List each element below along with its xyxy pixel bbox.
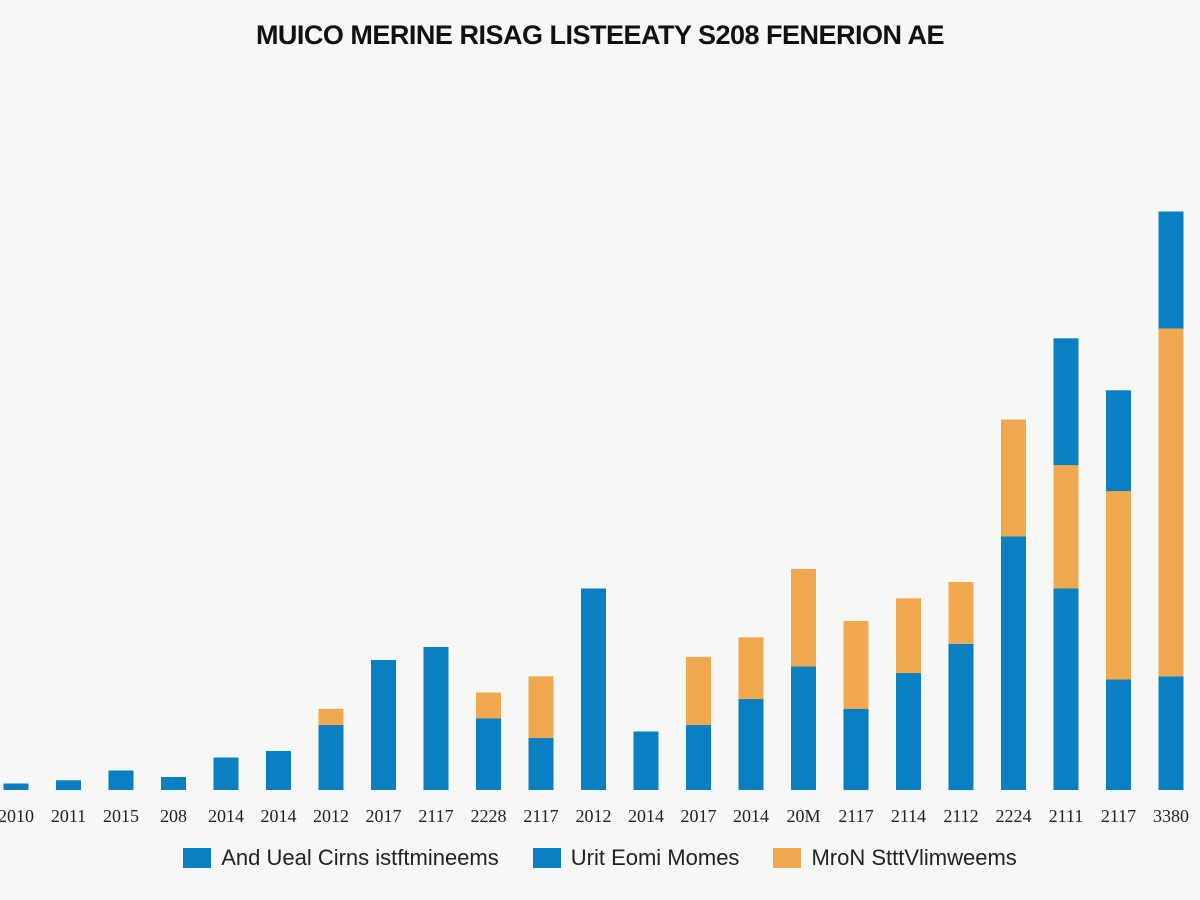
x-tick-label-1: 2011 (51, 806, 86, 826)
bar-9-series-1 (476, 718, 501, 790)
x-tick-label-8: 2117 (418, 806, 453, 826)
bar-18-series-1 (948, 643, 974, 791)
legend-swatch-1 (183, 848, 212, 868)
legend-label-3: MroN StttVlimweems (811, 845, 1017, 870)
bar-14-series-2 (738, 637, 764, 700)
bar-6-series-1 (318, 725, 344, 790)
x-tick-label-18: 2112 (943, 806, 978, 826)
bar-6-series-2 (318, 708, 344, 726)
bar-11-series-1 (581, 588, 606, 790)
bar-22-series-1 (1158, 676, 1184, 790)
bar-21-series-2 (1106, 491, 1131, 680)
bar-14-series-1 (738, 699, 764, 790)
legend-swatch-2 (532, 848, 561, 868)
bar-9-series-2 (476, 692, 501, 719)
bar-13-series-2 (686, 656, 711, 726)
bar-18-series-2 (948, 582, 974, 644)
legend-label-2: Urit Eomi Momes (570, 845, 740, 870)
bar-17-series-2 (896, 598, 921, 674)
bar-5-series-1 (266, 751, 291, 790)
legend-item-3: MroN StttVlimweems (773, 845, 1017, 871)
bar-2-series-1 (108, 770, 134, 790)
bar-21-series-3 (1106, 390, 1131, 492)
x-tick-label-12: 2014 (628, 806, 664, 826)
x-tick-label-17: 2114 (891, 806, 926, 826)
x-tick-label-4: 2014 (208, 806, 244, 826)
bar-16-series-1 (843, 708, 869, 791)
legend-swatch-3 (773, 848, 802, 868)
x-tick-label-9: 2228 (471, 806, 507, 826)
x-tick-label-3: 208 (160, 806, 187, 826)
bar-3-series-1 (161, 777, 186, 790)
x-tick-label-19: 2224 (996, 806, 1032, 826)
bar-13-series-1 (686, 725, 711, 790)
bar-19-series-1 (1001, 536, 1026, 790)
chart-title: MUICO MERINE RISAG LISTEEATY S208 FENERI… (255, 20, 945, 50)
x-tick-label-20: 2111 (1049, 806, 1084, 826)
x-tick-label-15: 20M (786, 806, 820, 826)
bar-1-series-1 (56, 780, 81, 791)
chart-plot: 2010 2011 2015 208 2014 2014 2012 2017 2117 2228 2… (0, 211, 1189, 826)
bar-8-series-1 (423, 647, 449, 790)
x-tick-label-22: 3380 (1153, 806, 1189, 826)
x-tick-label-21: 2117 (1101, 806, 1136, 826)
bar-22-series-2 (1158, 328, 1184, 677)
bar-10-series-1 (528, 738, 554, 790)
bar-22-series-3 (1158, 211, 1184, 329)
x-tick-label-0: 2010 (0, 806, 34, 826)
bar-12-series-1 (633, 731, 659, 790)
bar-15-series-2 (791, 569, 816, 667)
bar-15-series-1 (791, 666, 816, 790)
x-tick-label-7: 2017 (366, 806, 402, 826)
bar-20-series-2 (1053, 465, 1079, 589)
x-tick-label-16: 2117 (838, 806, 873, 826)
legend-label-1: And Ueal Cirns istftmineems (221, 845, 499, 870)
bar-17-series-1 (896, 673, 921, 790)
bar-19-series-2 (1001, 419, 1026, 537)
x-tick-label-5: 2014 (261, 806, 297, 826)
x-tick-label-10: 2117 (523, 806, 558, 826)
bar-21-series-1 (1106, 679, 1131, 790)
legend-item-1: And Ueal Cirns istftmineems (183, 845, 499, 871)
x-tick-label-2: 2015 (103, 806, 139, 826)
bar-0-series-1 (3, 783, 29, 790)
x-tick-label-14: 2014 (733, 806, 769, 826)
legend: And Ueal Cirns istftmineems Urit Eomi Mo… (0, 845, 1200, 871)
bar-20-series-1 (1053, 588, 1079, 790)
x-tick-label-6: 2012 (313, 806, 349, 826)
bar-4-series-1 (213, 757, 239, 790)
bar-10-series-2 (528, 676, 554, 739)
x-tick-label-13: 2017 (681, 806, 717, 826)
legend-item-2: Urit Eomi Momes (532, 845, 740, 871)
bar-20-series-3 (1053, 338, 1079, 466)
bar-7-series-1 (371, 660, 396, 790)
x-tick-label-11: 2012 (576, 806, 612, 826)
bar-16-series-2 (843, 621, 869, 709)
